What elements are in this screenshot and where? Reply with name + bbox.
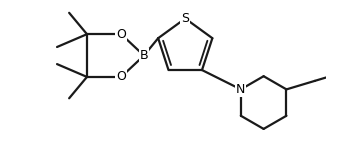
Text: S: S (181, 12, 189, 25)
Text: O: O (116, 70, 126, 83)
Text: N: N (236, 83, 245, 96)
Text: O: O (116, 28, 126, 41)
Text: B: B (140, 49, 148, 62)
